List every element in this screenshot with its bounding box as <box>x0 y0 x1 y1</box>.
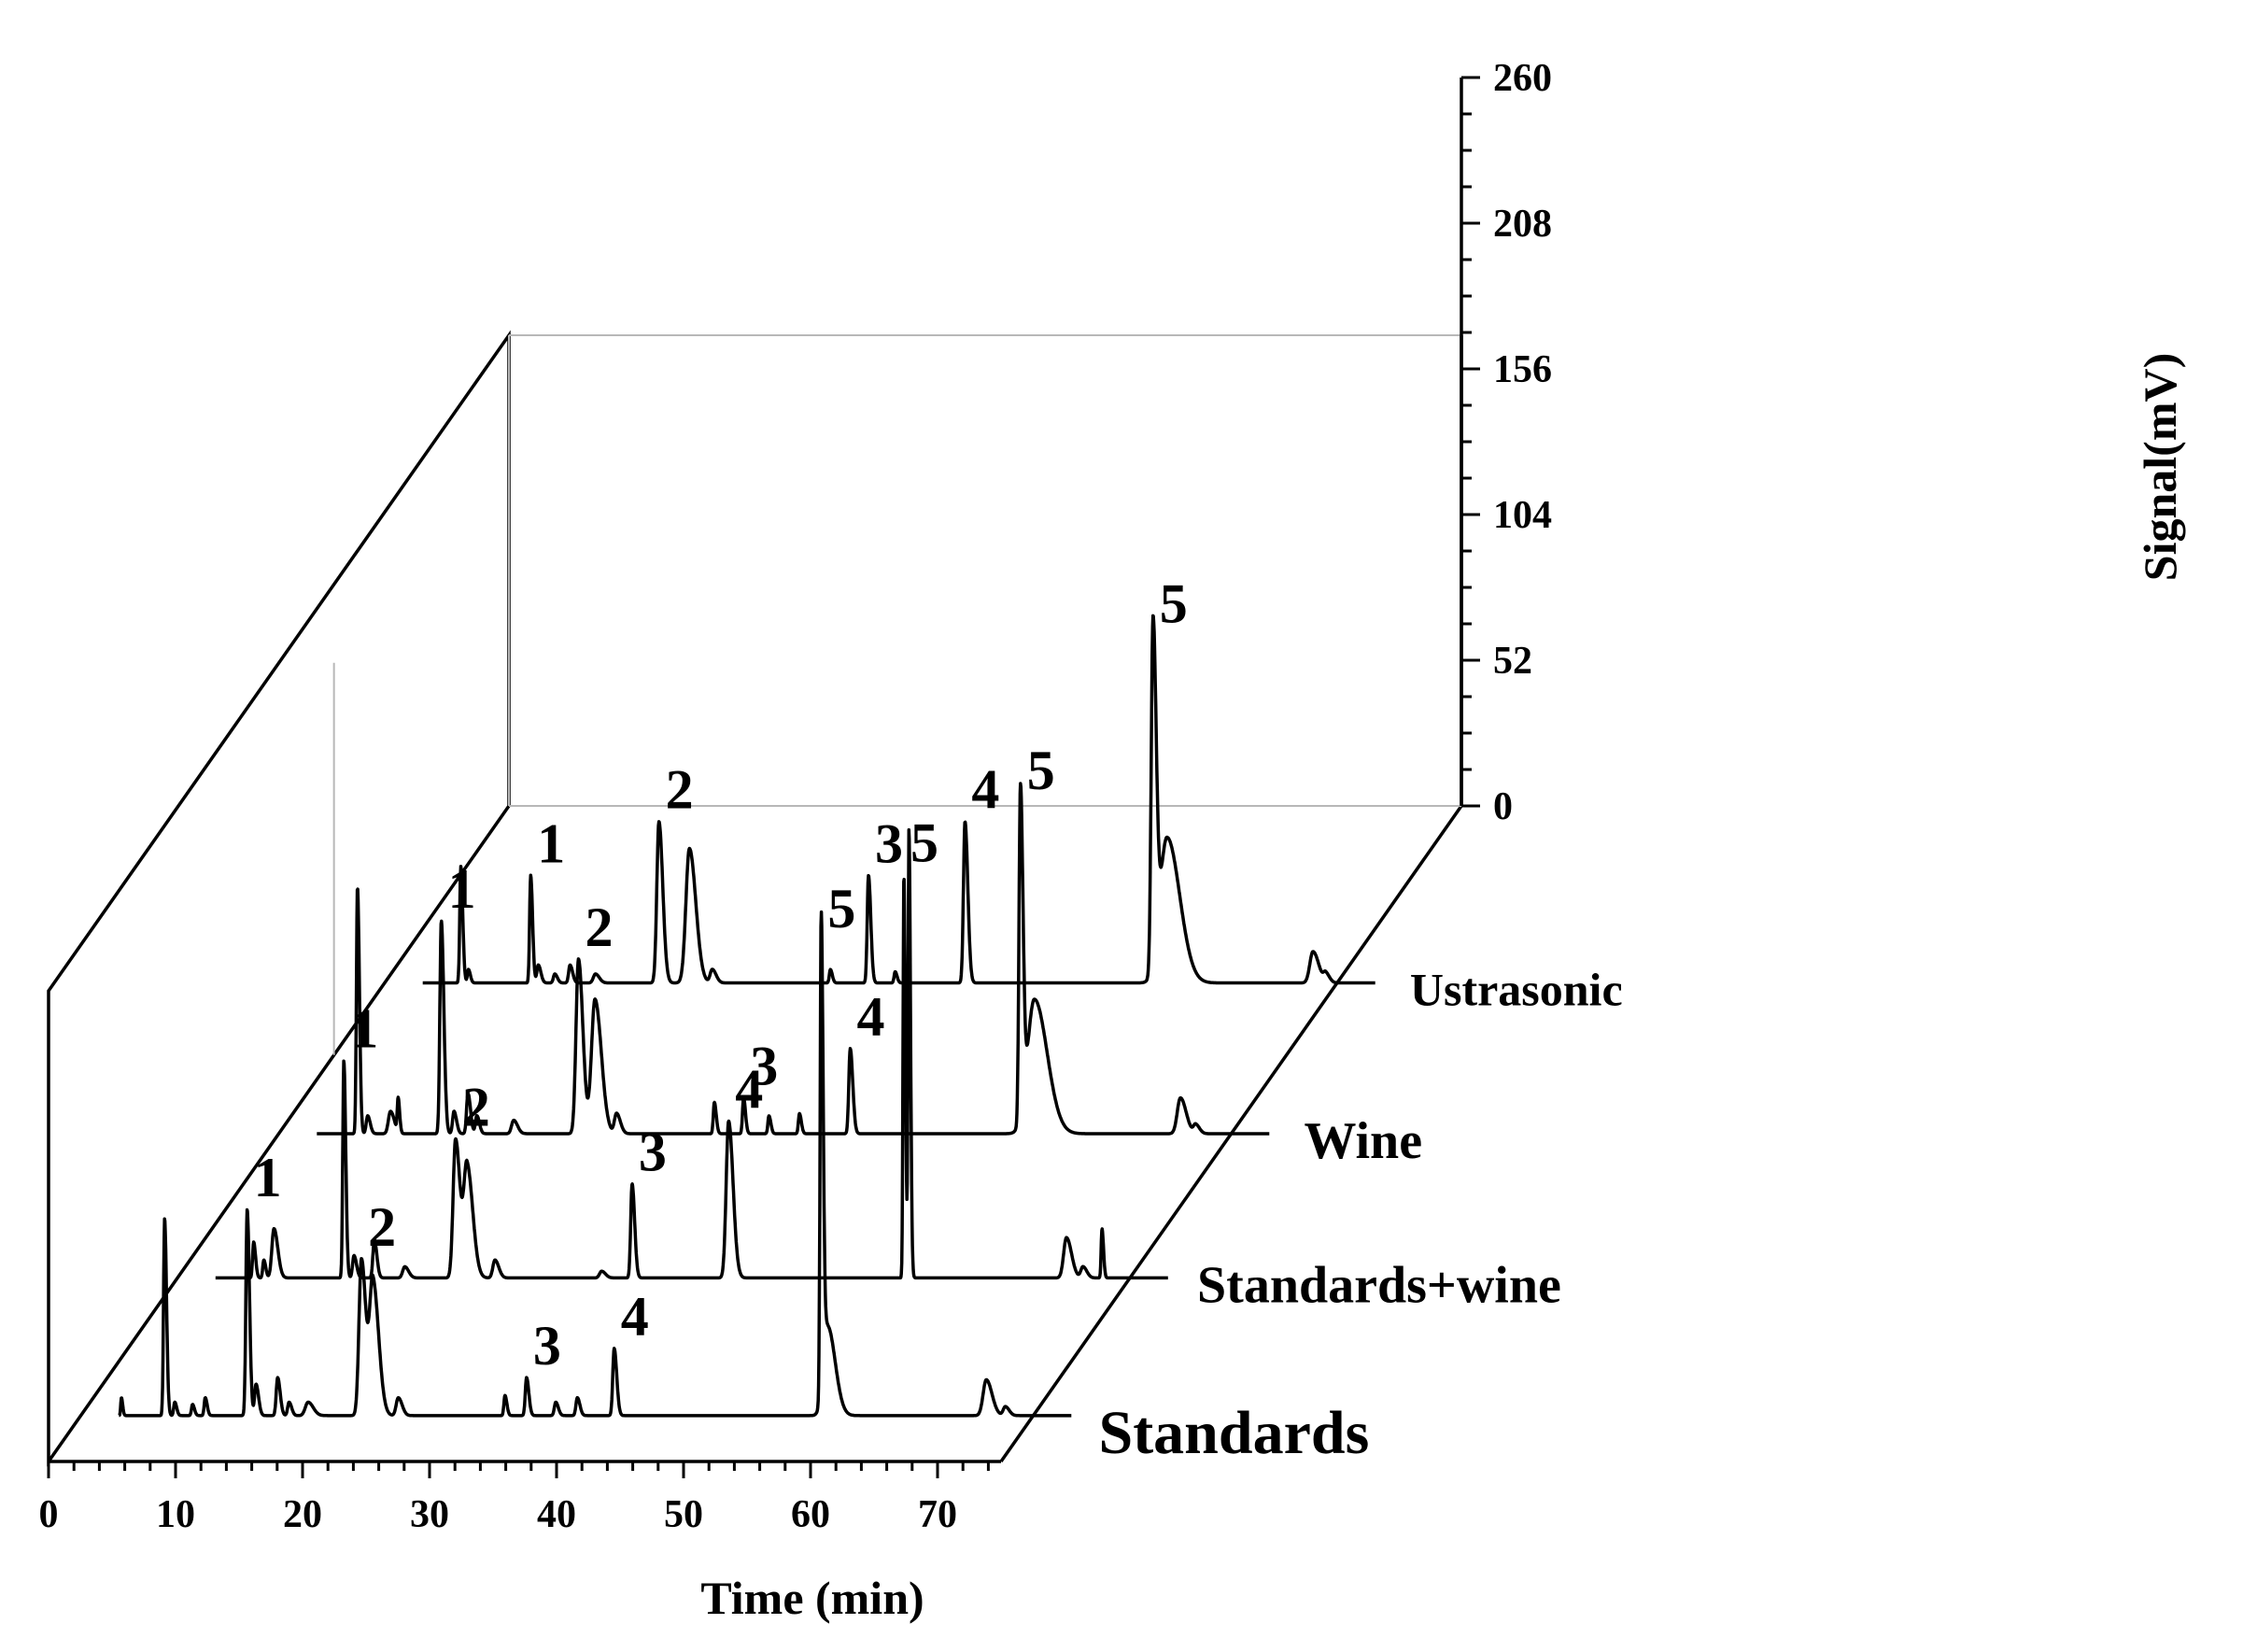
peak-label: 4 <box>621 1286 649 1348</box>
peak-label: 3 <box>533 1315 561 1377</box>
series-name-label: Standards <box>1099 1399 1370 1467</box>
z-tick-label: 0 <box>1493 785 1513 828</box>
x-axis-title: Time (min) <box>700 1572 924 1624</box>
peak-label: 3 <box>875 812 903 874</box>
x-tick-label: 40 <box>537 1493 576 1536</box>
series-name-label: Standards+wine <box>1197 1256 1561 1314</box>
peak-label: 1 <box>537 812 565 874</box>
time-axis: 0 10 20 30 40 50 60 70 <box>39 1460 1001 1536</box>
series-name-label: Wine <box>1305 1112 1423 1170</box>
series-name-label: Ustrasonic <box>1410 964 1623 1016</box>
peak-label: 4 <box>971 759 999 821</box>
x-tick-label: 70 <box>918 1493 957 1536</box>
z-tick-label: 208 <box>1493 203 1552 246</box>
series-trace <box>315 782 1271 1136</box>
peak-label: 5 <box>1160 573 1188 635</box>
peak-label: 4 <box>857 986 885 1048</box>
peak-label: 3 <box>750 1036 778 1097</box>
peak-label: 4 <box>735 1058 763 1120</box>
x-tick-label: 50 <box>664 1493 703 1536</box>
z-axis-title: Signal(mV) <box>2134 353 2186 581</box>
peak-label: 3 <box>639 1122 667 1183</box>
peak-label: 5 <box>1027 740 1055 801</box>
peak-label: 5 <box>827 878 855 939</box>
peak-label: 5 <box>910 812 938 873</box>
peak-label: 2 <box>666 759 694 821</box>
x-tick-label: 60 <box>791 1493 830 1536</box>
z-tick-label: 156 <box>1493 348 1552 391</box>
z-tick-label: 260 <box>1493 57 1552 100</box>
x-tick-label: 0 <box>39 1493 59 1536</box>
frame-left-edges <box>47 330 511 1467</box>
x-tick-label: 30 <box>410 1493 449 1536</box>
x-tick-label: 10 <box>156 1493 195 1536</box>
series-trace <box>117 910 1073 1418</box>
series-trace <box>421 614 1377 985</box>
z-tick-label: 52 <box>1493 640 1532 683</box>
z-tick-label: 104 <box>1493 494 1552 537</box>
peak-label: 1 <box>254 1147 282 1208</box>
signal-axis: 0 52 104 156 208 260 <box>1460 57 1552 828</box>
x-tick-label: 20 <box>283 1493 322 1536</box>
series-trace <box>214 827 1170 1280</box>
peak-label: 2 <box>585 897 613 958</box>
series-group: 123 45Standards12345Standards+wine12345Wi… <box>117 573 1623 1467</box>
